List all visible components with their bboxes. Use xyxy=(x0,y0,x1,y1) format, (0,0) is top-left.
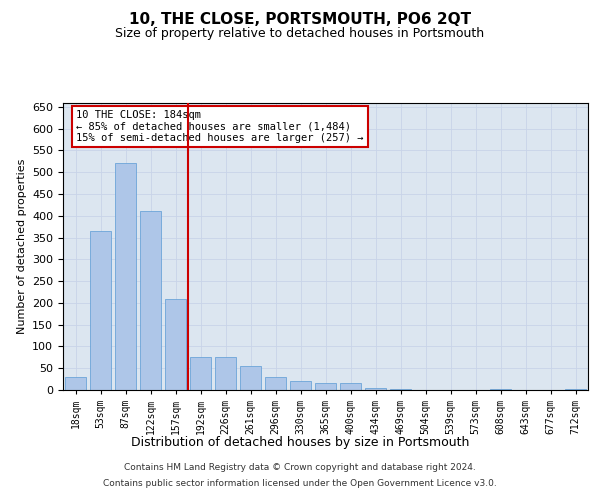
Bar xyxy=(90,231,111,390)
Bar xyxy=(365,388,386,390)
Bar xyxy=(265,377,286,390)
Bar xyxy=(565,389,586,390)
Text: Distribution of detached houses by size in Portsmouth: Distribution of detached houses by size … xyxy=(131,436,469,449)
Text: Contains HM Land Registry data © Crown copyright and database right 2024.: Contains HM Land Registry data © Crown c… xyxy=(124,464,476,472)
Bar xyxy=(340,384,361,390)
Bar xyxy=(290,382,311,390)
Bar xyxy=(165,298,186,390)
Bar xyxy=(65,377,86,390)
Y-axis label: Number of detached properties: Number of detached properties xyxy=(17,158,26,334)
Bar xyxy=(390,389,411,390)
Bar xyxy=(140,212,161,390)
Bar xyxy=(115,164,136,390)
Text: 10 THE CLOSE: 184sqm
← 85% of detached houses are smaller (1,484)
15% of semi-de: 10 THE CLOSE: 184sqm ← 85% of detached h… xyxy=(76,110,364,143)
Bar xyxy=(215,358,236,390)
Text: Contains public sector information licensed under the Open Government Licence v3: Contains public sector information licen… xyxy=(103,478,497,488)
Text: Size of property relative to detached houses in Portsmouth: Size of property relative to detached ho… xyxy=(115,28,485,40)
Bar xyxy=(490,389,511,390)
Bar xyxy=(190,358,211,390)
Text: 10, THE CLOSE, PORTSMOUTH, PO6 2QT: 10, THE CLOSE, PORTSMOUTH, PO6 2QT xyxy=(129,12,471,28)
Bar xyxy=(315,384,336,390)
Bar xyxy=(240,366,261,390)
